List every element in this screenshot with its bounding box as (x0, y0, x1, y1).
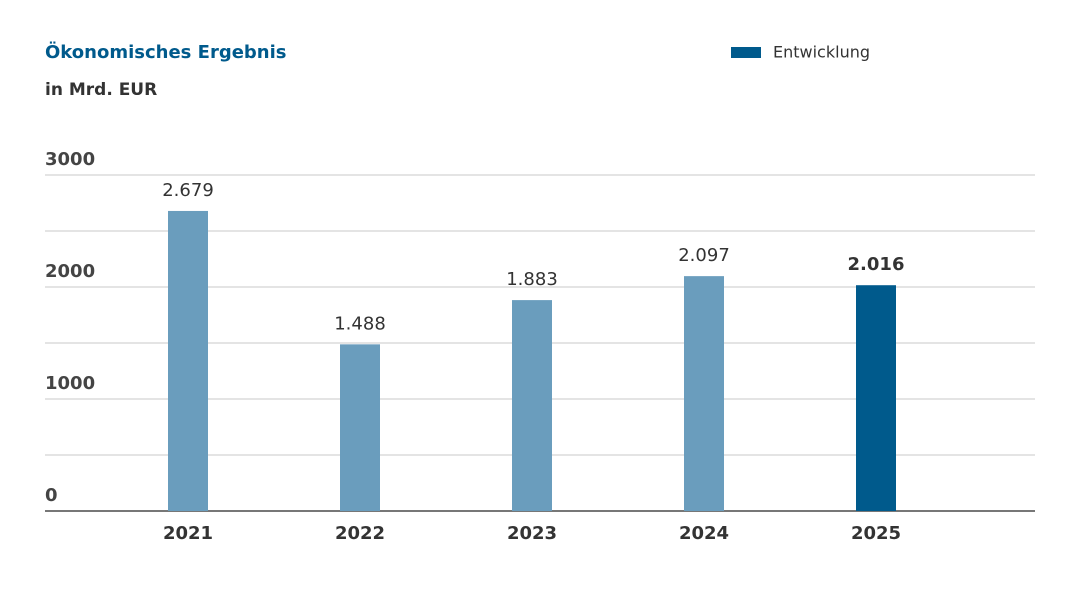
y-tick-label: 3000 (45, 149, 95, 170)
x-tick-label: 2021 (163, 523, 213, 544)
x-tick-label: 2024 (679, 523, 729, 544)
value-label: 2.016 (848, 254, 905, 275)
bar (340, 344, 380, 511)
value-label: 2.679 (162, 180, 214, 201)
value-label: 1.883 (506, 269, 558, 290)
x-tick-label: 2025 (851, 523, 901, 544)
legend-label: Entwicklung (773, 43, 870, 62)
value-label: 2.097 (678, 245, 730, 266)
bar (512, 300, 552, 511)
chart-title: Ökonomisches Ergebnis (45, 41, 287, 63)
x-tick-label: 2023 (507, 523, 557, 544)
y-tick-label: 2000 (45, 261, 95, 282)
bar (856, 285, 896, 511)
value-label: 1.488 (334, 313, 386, 334)
x-tick-label: 2022 (335, 523, 385, 544)
legend-swatch (731, 47, 761, 58)
y-tick-label: 0 (45, 485, 58, 506)
chart-subtitle: in Mrd. EUR (45, 80, 157, 100)
bar (168, 210, 208, 511)
bar (684, 276, 724, 511)
y-tick-label: 1000 (45, 373, 95, 394)
